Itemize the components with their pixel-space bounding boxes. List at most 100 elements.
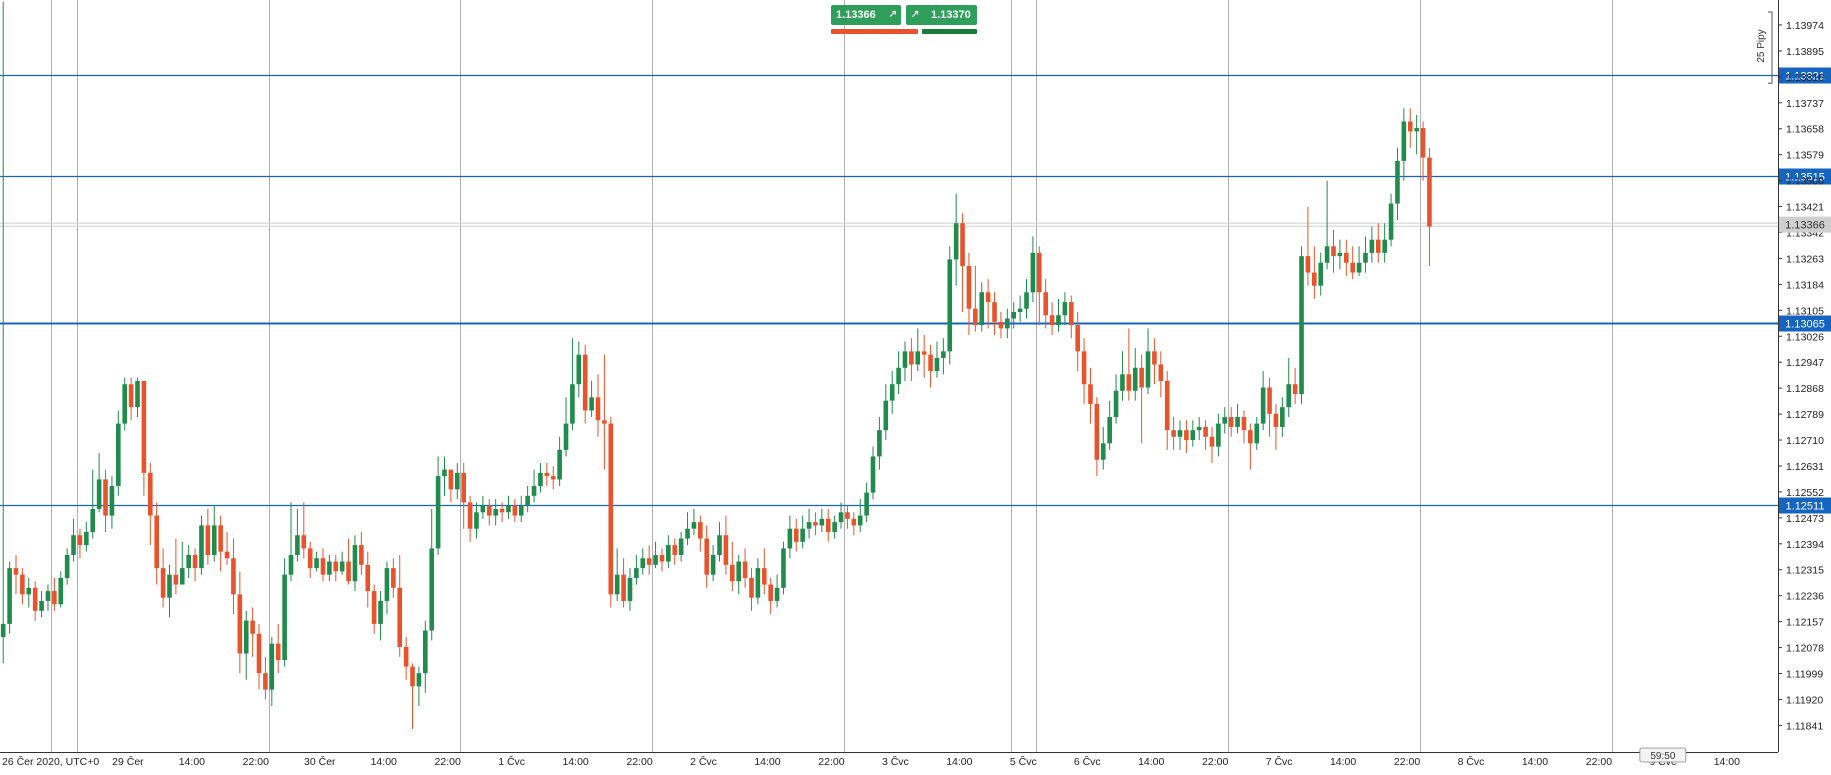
price-tick-label: 1.12315 [1786, 565, 1824, 577]
candle-body [1395, 160, 1400, 204]
candle-body [595, 397, 601, 421]
price-tick-label: 1.13263 [1786, 253, 1824, 265]
candle-body [45, 591, 51, 601]
candles-layer [0, 1, 1432, 730]
candle-body [352, 545, 358, 582]
candle-body [793, 528, 799, 542]
candle-body [467, 502, 473, 529]
candle-body [877, 430, 882, 457]
candle-body [819, 518, 825, 526]
candle-body [461, 472, 466, 503]
candle-body [998, 321, 1004, 329]
candle-body [416, 673, 422, 687]
candle-body [199, 525, 204, 569]
time-tick-label: 22:00 [243, 756, 269, 768]
candle-body [1100, 443, 1106, 460]
candle-body [1318, 262, 1324, 286]
candle-body [499, 508, 505, 513]
candle-body [1222, 417, 1228, 424]
time-tick-label: 14:00 [946, 756, 972, 768]
candle-body [486, 505, 492, 516]
candle-body [563, 423, 569, 450]
time-tick-label: 1 Čvc [498, 755, 525, 768]
candle-body [435, 476, 441, 549]
time-tick-label: 3 Čvc [882, 755, 909, 768]
price-tick-label: 1.13026 [1786, 331, 1824, 343]
candle-body [934, 357, 940, 372]
candle-body [1228, 417, 1234, 427]
level-price-tag [1779, 168, 1831, 185]
candle-body [730, 564, 735, 582]
candle-body [960, 223, 965, 266]
candle-body [288, 554, 294, 575]
candle-body [774, 587, 780, 601]
candle-body [250, 620, 255, 634]
candle-body [870, 456, 876, 493]
candle-body [160, 568, 166, 598]
price-tick-label: 1.12947 [1786, 357, 1824, 369]
candle-body [851, 518, 857, 526]
price-tick-label: 1.12394 [1786, 539, 1824, 551]
candle-body [781, 548, 786, 588]
candle-body [902, 351, 908, 368]
candle-body [813, 522, 818, 526]
price-tick-label: 1.12710 [1786, 435, 1824, 447]
candle-body [135, 380, 140, 408]
candle-body [506, 505, 511, 513]
candle-body [1260, 387, 1266, 424]
candle-body [1248, 430, 1253, 444]
candle-body [384, 568, 390, 601]
candle-body [154, 515, 159, 569]
candle-body [985, 292, 991, 303]
time-tick-label: 14:00 [179, 756, 205, 768]
sell-price: 1.13366 [836, 9, 876, 21]
price-tick-label: 1.13658 [1786, 124, 1824, 136]
candle-body [205, 525, 211, 555]
candle-body [1036, 252, 1042, 293]
level-price-label: 1.13515 [1785, 172, 1825, 184]
candle-body [966, 265, 972, 309]
price-tick-label: 1.12631 [1786, 461, 1824, 473]
candle-body [1043, 292, 1048, 316]
candle-body [186, 554, 191, 569]
candle-body [7, 568, 12, 624]
candle-body [717, 535, 722, 555]
current-price-tag [1779, 216, 1831, 233]
candle-body [429, 548, 435, 631]
time-tick-label: 6 Čvc [1074, 755, 1101, 768]
candle-body [832, 522, 837, 532]
candle-body [1331, 246, 1336, 257]
candle-body [979, 292, 985, 326]
price-tick-label: 1.11999 [1786, 669, 1823, 681]
price-tick-label: 1.13421 [1786, 202, 1824, 214]
candle-body [141, 380, 147, 473]
candle-body [269, 643, 275, 690]
candle-body [973, 308, 978, 326]
candle-body [1286, 384, 1292, 408]
candle-body [314, 558, 319, 569]
sell-button[interactable]: 1.13366 ↗ [831, 5, 901, 25]
candle-body [243, 620, 249, 654]
candle-body [90, 508, 96, 532]
candle-body [173, 574, 179, 585]
candle-body [1017, 308, 1023, 312]
candle-body [582, 354, 588, 411]
candle-body [397, 587, 403, 647]
candle-body [77, 535, 83, 546]
candle-body [1369, 239, 1375, 253]
candle-body [403, 646, 409, 667]
candle-body [672, 545, 678, 555]
candle-body [320, 558, 326, 575]
candle-body [889, 384, 895, 401]
buy-button[interactable]: ↗ 1.13370 [906, 5, 977, 25]
price-tick-label: 1.13500 [1786, 176, 1824, 188]
candle-body [1030, 252, 1036, 293]
candle-body [857, 515, 863, 526]
candle-body [544, 472, 550, 477]
candle-body [742, 561, 748, 578]
candle-body [109, 486, 115, 516]
candle-body [84, 531, 89, 546]
candle-body [1273, 413, 1279, 427]
